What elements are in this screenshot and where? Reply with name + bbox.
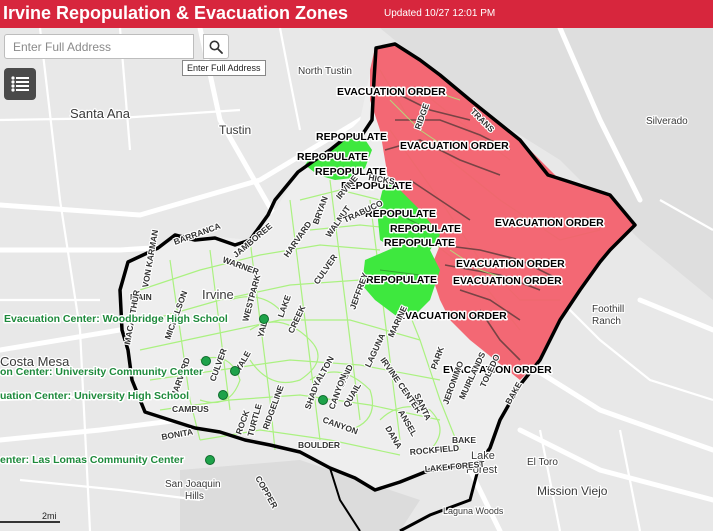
evac-label-7[interactable]: EVACUATION ORDER	[442, 363, 554, 378]
search-input[interactable]	[4, 34, 194, 59]
header-bar: Irvine Repopulation & Evacuation Zones U…	[0, 0, 713, 28]
repop-label-2[interactable]: REPOPULATE	[296, 150, 370, 165]
evac-label-1[interactable]: EVACUATION ORDER	[336, 85, 448, 100]
place-laguna-woods: Laguna Woods	[443, 506, 504, 516]
street-label: BAKE	[452, 435, 476, 445]
place-san-joaquin-hills: San Joaquin Hills	[165, 479, 221, 502]
evac-center-marker[interactable]	[218, 390, 228, 400]
search-tooltip: Enter Full Address	[182, 60, 266, 76]
repop-label-8[interactable]: REPOPULATE	[365, 273, 439, 288]
layer-list-button[interactable]	[4, 68, 36, 100]
evac-center-marker[interactable]	[201, 356, 211, 366]
search-button[interactable]	[203, 34, 229, 59]
place-tustin: Tustin	[219, 123, 251, 137]
updated-timestamp: Updated 10/27 12:01 PM	[384, 8, 496, 19]
repop-label-4[interactable]: REPOPULATE	[340, 179, 414, 194]
repop-label-5[interactable]: REPOPULATE	[364, 207, 438, 222]
evac-label-4[interactable]: EVACUATION ORDER	[455, 257, 567, 272]
place-el-toro: El Toro	[527, 457, 558, 468]
irvine-city-boundary	[118, 42, 637, 492]
scale-line	[0, 521, 60, 523]
place-foothill-ranch: Foothill Ranch	[592, 304, 624, 327]
repop-label-1[interactable]: REPOPULATE	[315, 130, 389, 145]
scale-label: 2mi	[42, 511, 57, 521]
place-silverado: Silverado	[646, 116, 688, 127]
evac-center-marker[interactable]	[230, 366, 240, 376]
list-icon	[11, 76, 29, 92]
place-irvine: Irvine	[202, 287, 234, 302]
place-mission-viejo: Mission Viejo	[537, 484, 608, 498]
evac-label-5[interactable]: EVACUATION ORDER	[452, 274, 564, 289]
evac-label-2[interactable]: EVACUATION ORDER	[399, 139, 511, 154]
street-label: CAMPUS	[172, 404, 209, 414]
search-icon	[209, 40, 223, 54]
evac-center-label-university-community[interactable]: on Center: University Community Center	[0, 365, 205, 380]
repop-label-6[interactable]: REPOPULATE	[389, 222, 463, 237]
evac-center-label-las-lomas[interactable]: enter: Las Lomas Community Center	[0, 453, 185, 468]
page-title: Irvine Repopulation & Evacuation Zones	[3, 3, 349, 23]
place-santa-ana: Santa Ana	[70, 106, 131, 121]
repop-label-7[interactable]: REPOPULATE	[383, 236, 457, 251]
evac-center-label-woodbridge[interactable]: Evacuation Center: Woodbridge High Schoo…	[3, 312, 230, 327]
place-north-tustin: North Tustin	[298, 66, 352, 77]
map-canvas[interactable]: EVACUATION ORDER REPOPULATE EVACUATION O…	[0, 28, 713, 531]
street-label: MAIN	[130, 292, 152, 302]
evac-center-marker[interactable]	[318, 395, 328, 405]
evac-label-6[interactable]: EVACUATION ORDER	[397, 309, 509, 324]
evac-center-label-university-high[interactable]: uation Center: University High School	[0, 389, 191, 404]
place-costa-mesa: Costa Mesa	[0, 354, 70, 369]
evac-center-marker[interactable]	[205, 455, 215, 465]
place-lake-forest: Lake Forest	[466, 450, 497, 476]
evac-label-3[interactable]: EVACUATION ORDER	[494, 216, 606, 231]
street-label: BOULDER	[298, 440, 340, 450]
repop-label-3[interactable]: REPOPULATE	[314, 165, 388, 180]
search-bar	[4, 34, 229, 61]
evac-center-marker[interactable]	[259, 314, 269, 324]
